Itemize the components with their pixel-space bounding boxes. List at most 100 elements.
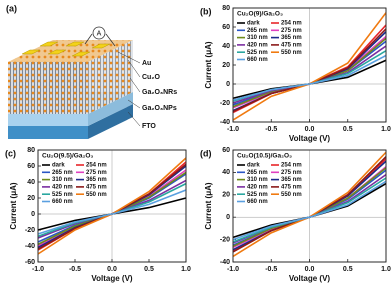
ammeter-label: A	[97, 30, 102, 37]
legend-label: 660 nm	[247, 199, 268, 205]
x-tick-label: -1.0	[32, 266, 44, 273]
legend-label: 254 nm	[281, 163, 302, 169]
legend-label: 254 nm	[86, 163, 107, 169]
legend-label: dark	[247, 163, 260, 169]
legend-label: 275 nm	[281, 170, 302, 176]
panel-label: (d)	[200, 148, 212, 158]
legend-label: 310 nm	[247, 35, 268, 41]
legend-label: 365 nm	[281, 35, 302, 41]
y-tick-label: -20	[25, 227, 35, 234]
panel-label: (a)	[6, 3, 17, 13]
y-tick-label: 60	[222, 147, 230, 154]
y-tick-label: 0	[226, 214, 230, 221]
fto-side	[88, 104, 133, 139]
legend-label: 420 nm	[247, 184, 268, 190]
y-tick-label: -20	[220, 100, 230, 107]
legend-label: dark	[52, 163, 65, 169]
chart-title: Cu₂O(9.5)/Ga₂O₃	[42, 153, 93, 160]
plot-border	[37, 149, 187, 263]
legend-label: 265 nm	[52, 170, 73, 176]
x-tick-label: 0.0	[305, 126, 315, 133]
y-tick-label: 40	[27, 179, 35, 186]
y-tick-label: 40	[222, 169, 230, 176]
x-tick-label: -0.5	[265, 266, 277, 273]
x-tick-label: 0.0	[305, 266, 315, 273]
x-axis-label: Voltage (V)	[289, 134, 331, 143]
legend-label: 275 nm	[86, 170, 107, 176]
legend-label: 265 nm	[247, 170, 268, 176]
nps-side	[88, 92, 133, 126]
y-tick-label: 60	[27, 163, 35, 170]
x-tick-label: -0.5	[265, 126, 277, 133]
legend-label: 525 nm	[52, 192, 73, 198]
legend-label: 310 nm	[52, 177, 73, 183]
layer-label: Ga₂O₃NPs	[142, 105, 177, 112]
y-tick-label: -40	[220, 259, 230, 266]
x-tick-label: 0.5	[343, 126, 353, 133]
layer-label: Au	[142, 60, 151, 67]
y-tick-label: -40	[25, 243, 35, 250]
legend-label: 275 nm	[281, 28, 302, 34]
x-tick-label: 1.0	[381, 266, 391, 273]
panel-label: (c)	[5, 148, 16, 158]
chart-title: Cu₂O(9)/Ga₂O₃	[237, 11, 283, 18]
legend-label: 254 nm	[281, 21, 302, 27]
ammeter	[92, 26, 106, 40]
y-tick-label: -20	[220, 236, 230, 243]
x-tick-label: 0.5	[343, 266, 353, 273]
legend-label: 660 nm	[247, 57, 268, 63]
series-line	[232, 180, 387, 241]
series-line	[37, 189, 187, 235]
legend-label: dark	[247, 21, 260, 27]
x-tick-label: 0.0	[107, 266, 117, 273]
legend-label: 365 nm	[86, 177, 107, 183]
legend-label: 525 nm	[247, 50, 268, 56]
chart-title: Cu₂O(10.5)/Ga₂O₃	[237, 153, 292, 160]
y-tick-label: 80	[222, 5, 230, 12]
x-tick-label: -1.0	[227, 266, 239, 273]
legend-label: 660 nm	[52, 199, 73, 205]
cu2o-front	[8, 62, 88, 114]
y-tick-label: -60	[25, 259, 35, 266]
x-tick-label: 1.0	[181, 266, 191, 273]
legend-label: 365 nm	[281, 177, 302, 183]
probe-wire	[105, 33, 116, 47]
legend-label: 475 nm	[86, 184, 107, 190]
cu2o-side	[88, 40, 133, 114]
layer-label: Ga₂O₃NRs	[142, 89, 177, 96]
x-axis-label: Voltage (V)	[91, 274, 133, 283]
y-axis-label: Current (μA)	[204, 41, 213, 88]
legend-label: 265 nm	[247, 28, 268, 34]
layer-label: Cu₂O	[142, 74, 160, 81]
y-tick-label: 20	[27, 195, 35, 202]
y-tick-label: 0	[31, 211, 35, 218]
y-tick-label: 20	[222, 192, 230, 199]
plot-border	[232, 149, 387, 263]
y-axis-label: Current (μA)	[9, 182, 18, 229]
legend-label: 420 nm	[52, 184, 73, 190]
y-tick-label: -40	[220, 119, 230, 126]
x-tick-label: 1.0	[381, 126, 391, 133]
fto-front	[8, 126, 88, 139]
layer-label: FTO	[142, 123, 156, 130]
x-tick-label: -0.5	[69, 266, 81, 273]
leaders	[117, 51, 141, 127]
legend-label: 550 nm	[281, 50, 302, 56]
legend-label: 475 nm	[281, 42, 302, 48]
plot-border	[232, 7, 387, 123]
legend-label: 420 nm	[247, 42, 268, 48]
y-tick-label: 60	[222, 24, 230, 31]
legend-label: 525 nm	[247, 192, 268, 198]
y-tick-label: 80	[27, 147, 35, 154]
y-tick-label: 40	[222, 43, 230, 50]
panel-label: (b)	[200, 6, 212, 16]
series-line	[232, 54, 387, 101]
au-pads	[21, 41, 111, 57]
legend-label: 550 nm	[86, 192, 107, 198]
y-tick-label: 20	[222, 62, 230, 69]
schematic: (a) A Au Cu₂O Ga₂O₃NRs Ga₂O₃	[6, 3, 177, 139]
y-axis-label: Current (μA)	[204, 182, 213, 229]
x-tick-label: 0.5	[144, 266, 154, 273]
x-axis-label: Voltage (V)	[289, 274, 331, 283]
